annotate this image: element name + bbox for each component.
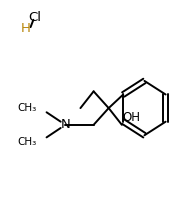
Text: N: N — [61, 118, 70, 131]
Text: H: H — [21, 22, 31, 35]
Text: CH₃: CH₃ — [17, 137, 36, 146]
Text: OH: OH — [123, 111, 141, 124]
Text: Cl: Cl — [28, 11, 41, 24]
Text: CH₃: CH₃ — [17, 103, 36, 113]
